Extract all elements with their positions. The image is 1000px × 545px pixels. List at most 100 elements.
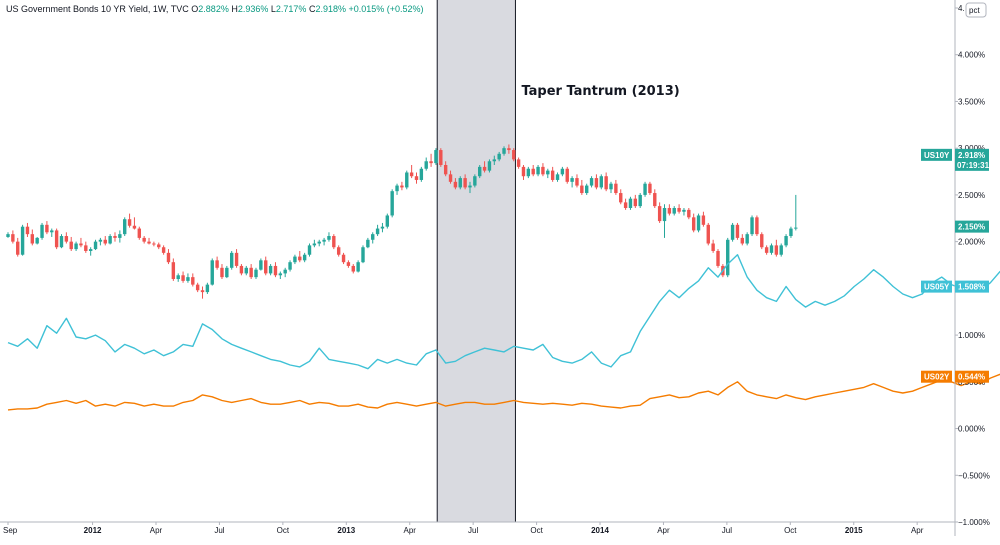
candle	[361, 245, 365, 264]
unit-box: pct	[965, 2, 987, 18]
candle-body	[332, 236, 336, 248]
low-label: L	[270, 4, 276, 14]
y-tick-label: 0.000%	[958, 425, 985, 434]
candle	[322, 237, 326, 246]
candle	[336, 245, 341, 257]
candle	[259, 258, 263, 271]
candle	[405, 170, 409, 190]
candle	[443, 161, 448, 177]
y-tick-label: 3.000%	[958, 144, 985, 153]
candle	[98, 237, 103, 246]
candle-body	[113, 236, 117, 238]
close-value: 2.918%	[315, 4, 346, 14]
axis-layer: 4.4.000%3.500%3.000%2.500%2.000%1.500%1.…	[0, 0, 990, 536]
candle-body	[492, 159, 497, 162]
candle	[332, 234, 336, 250]
candle-body	[137, 228, 142, 238]
candle	[448, 170, 453, 184]
candle	[419, 166, 424, 182]
candle-body	[696, 215, 701, 231]
value-tag-us10y: US10Y 2.918%07:19:31	[921, 148, 990, 171]
candle-body	[346, 262, 351, 266]
candle-body	[560, 168, 565, 175]
candle-body	[638, 194, 642, 207]
y-tick-label: 2.000%	[958, 238, 985, 247]
candle	[195, 282, 200, 293]
candle-body	[482, 166, 487, 171]
high-label: H	[231, 4, 238, 14]
candle-body	[794, 227, 798, 229]
candle	[254, 267, 258, 280]
candle	[735, 222, 740, 240]
candle	[409, 165, 414, 179]
candle-body	[463, 178, 467, 188]
highlight-layer	[436, 0, 516, 522]
candle-body	[20, 226, 25, 255]
candle-body	[414, 176, 419, 180]
candle	[307, 243, 312, 257]
candle-body	[205, 284, 210, 293]
candle-body	[98, 239, 103, 242]
candle-body	[390, 191, 394, 216]
chart-header: US Government Bonds 10 YR Yield, 1W, TVC…	[6, 4, 424, 14]
candle-body	[220, 267, 224, 278]
candle-body	[385, 215, 390, 227]
candle	[127, 213, 132, 228]
candle	[468, 181, 472, 194]
candle-body	[25, 226, 30, 235]
candle	[609, 181, 613, 194]
candle-body	[341, 254, 346, 263]
value-tag-label: 2.150%	[958, 223, 985, 232]
candle-body	[546, 170, 550, 175]
candle-body	[531, 168, 535, 175]
candle	[740, 234, 745, 246]
candle-body	[161, 247, 166, 253]
candle-body	[667, 207, 672, 214]
candle-body	[769, 245, 774, 253]
candle	[497, 151, 501, 162]
candle	[371, 232, 375, 244]
candle	[546, 168, 550, 179]
symbol-title[interactable]: US Government Bonds 10 YR Yield, 1W, TVC	[6, 4, 189, 14]
series-layer	[6, 144, 1000, 411]
candle	[521, 165, 526, 180]
series-us10y	[6, 144, 798, 299]
value-tag-us10y: 2.150%	[955, 220, 989, 233]
candle	[750, 215, 754, 237]
candle-body	[682, 209, 686, 212]
candle	[137, 226, 142, 240]
candle-body	[779, 245, 783, 255]
candle-body	[6, 234, 10, 237]
candle	[132, 217, 137, 230]
x-tick-label: Sep	[3, 526, 18, 535]
x-tick-label: Jul	[468, 526, 478, 535]
candle	[638, 193, 642, 208]
candle-body	[536, 166, 540, 175]
candle-body	[789, 228, 793, 237]
candle-body	[760, 234, 764, 248]
candle-body	[200, 290, 205, 293]
annotation-layer: Taper Tantrum (2013)	[521, 84, 679, 99]
candle-body	[565, 168, 569, 182]
candle	[628, 196, 633, 210]
candle-body	[283, 269, 287, 274]
candle-body	[79, 243, 83, 246]
candle-body	[93, 241, 98, 250]
candle	[293, 254, 297, 265]
series-name-tag	[921, 280, 952, 293]
candle	[643, 181, 647, 197]
candle	[157, 242, 161, 250]
candle	[434, 148, 438, 166]
candle-body	[40, 224, 44, 238]
candle	[113, 232, 117, 242]
candle	[278, 271, 283, 280]
candle	[565, 166, 569, 184]
candle-body	[784, 236, 788, 246]
candle	[730, 222, 735, 242]
candle	[312, 239, 317, 248]
candle	[118, 230, 122, 243]
candle-body	[195, 284, 200, 291]
value-tag-box	[955, 280, 989, 293]
candle-body	[118, 234, 122, 238]
